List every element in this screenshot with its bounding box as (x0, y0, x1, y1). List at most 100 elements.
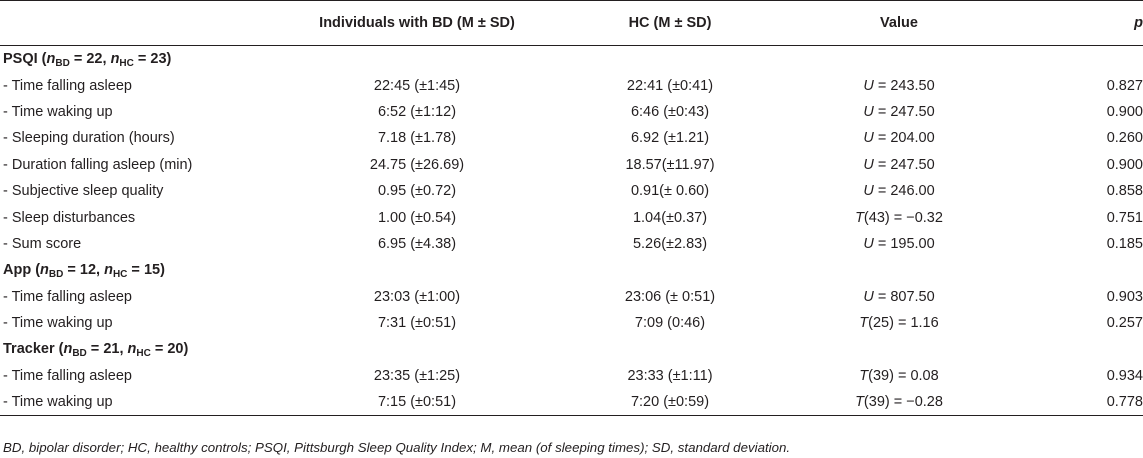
stat-symbol: T (859, 367, 869, 384)
cell-value: U = 247.50 (805, 152, 993, 178)
cell-hc: 6:46 (±0:43) (630, 103, 710, 120)
row-label: - Time falling asleep (3, 288, 132, 305)
n-sub-hc: HC (119, 58, 134, 70)
cell-bd: 23:35 (±1:25) (373, 367, 461, 384)
table-row: - Time waking up 6:52 (±1:12) 6:46 (±0:43)… (0, 99, 1143, 125)
sleep-comparison-table: Individuals with BD (M ± SD) HC (M ± SD)… (0, 0, 1143, 417)
n-label: n (46, 51, 56, 68)
n-bd-value: 12 (79, 262, 97, 279)
stat-value: = 243.50 (873, 77, 935, 94)
cell-bd: 24.75 (±26.69) (369, 156, 465, 173)
n-hc-value: 23 (150, 51, 167, 68)
table-row: - Time falling asleep 23:35 (±1:25) 23:33 … (0, 363, 1143, 389)
cell-hc: 7:09 (0:46) (634, 315, 706, 332)
cell-p: 0.257 (1106, 315, 1143, 332)
stat-value: = 247.50 (873, 103, 935, 120)
stat-value: (39) = 0.08 (868, 367, 939, 384)
cell-value: U = 204.00 (805, 125, 993, 151)
cell-p: 0.900 (1106, 156, 1143, 173)
table-row: - Subjective sleep quality 0.95 (±0.72) 0.… (0, 178, 1143, 204)
cell-value: U = 807.50 (805, 284, 993, 310)
n-label: n (63, 341, 73, 358)
cell-p: 0.778 (993, 389, 1143, 417)
stat-symbol: U (863, 130, 874, 147)
cell-bd: 6.95 (±4.38) (377, 235, 457, 252)
n-sub-hc: HC (136, 348, 151, 360)
stat-value: = 247.50 (873, 156, 935, 173)
stat-value: = 807.50 (873, 288, 935, 305)
row-label: - Sleeping duration (hours) (3, 130, 175, 147)
cell-hc: 1.04(±0.37) (632, 209, 708, 226)
stat-value: (39) = −0.28 (863, 394, 943, 411)
n-label: n (110, 51, 120, 68)
section-name: Tracker (3, 341, 55, 358)
stat-symbol: U (863, 77, 874, 94)
stat-symbol: U (863, 103, 874, 120)
stat-symbol: T (855, 209, 864, 226)
cell-bd: 0.95 (±0.72) (377, 183, 457, 200)
cell-bd: 7.18 (±1.78) (377, 130, 457, 147)
stat-symbol: T (859, 315, 869, 332)
row-label: - Duration falling asleep (min) (3, 156, 193, 173)
n-label: n (40, 262, 49, 279)
n-sub-hc: HC (112, 269, 128, 281)
cell-bd: 7:31 (±0:51) (377, 315, 457, 332)
header-bd: Individuals with BD (M ± SD) (299, 0, 535, 46)
cell-value: U = 195.00 (805, 231, 993, 257)
cell-bd: 23:03 (±1:00) (373, 288, 461, 305)
section-heading: PSQI (nBD = 22, nHC = 23) (3, 51, 172, 70)
cell-p: 0.185 (1106, 235, 1143, 252)
row-label: - Sum score (3, 235, 82, 252)
n-hc-value: 15 (143, 262, 161, 279)
header-value: Value (805, 0, 993, 46)
stat-value: = 246.00 (873, 183, 935, 200)
stat-symbol: U (863, 183, 874, 200)
cell-p: 0.903 (1106, 288, 1143, 305)
stat-value: = 195.00 (873, 235, 935, 252)
table-row: - Time falling asleep 23:03 (±1:00) 23:06 … (0, 284, 1143, 310)
stat-symbol: U (863, 288, 874, 305)
table-body: PSQI (nBD = 22, nHC = 23) - Time falling … (0, 46, 1143, 417)
cell-value: U = 247.50 (805, 99, 993, 125)
row-label: - Time falling asleep (3, 367, 132, 384)
stat-value: (43) = −0.32 (863, 209, 943, 226)
section-header-row: App (nBD = 12, nHC = 15) (0, 257, 1143, 283)
header-p: p (993, 0, 1143, 46)
cell-bd: 6:52 (±1:12) (377, 103, 457, 120)
cell-hc: 23:06 (± 0:51) (624, 288, 716, 305)
cell-hc: 7:20 (±0:59) (535, 389, 805, 417)
section-name: PSQI (3, 51, 38, 68)
n-sub-bd: BD (55, 58, 70, 70)
cell-bd: 1.00 (±0.54) (377, 209, 457, 226)
cell-p: 0.934 (1106, 367, 1143, 384)
cell-p: 0.858 (1106, 183, 1143, 200)
stat-value: (25) = 1.16 (868, 315, 939, 332)
table-row: - Time waking up 7:31 (±0:51) 7:09 (0:46) T… (0, 310, 1143, 336)
cell-value: T(39) = 0.08 (805, 363, 993, 389)
cell-hc: 6.92 (±1.21) (630, 130, 710, 147)
cell-hc: 0.91(± 0.60) (630, 183, 710, 200)
section-heading: App (nBD = 12, nHC = 15) (3, 262, 165, 281)
stat-symbol: U (863, 156, 874, 173)
header-hc: HC (M ± SD) (535, 0, 805, 46)
cell-bd: 22:45 (±1:45) (373, 77, 461, 94)
table-row: - Time falling asleep 22:45 (±1:45) 22:41 … (0, 72, 1143, 98)
cell-hc: 18.57(±11.97) (625, 156, 715, 173)
cell-hc: 23:33 (±1:11) (627, 367, 713, 384)
table-row: - Duration falling asleep (min) 24.75 (±2… (0, 152, 1143, 178)
cell-p: 0.260 (1106, 130, 1143, 147)
table-row: - Sleep disturbances 1.00 (±0.54) 1.04(±0.… (0, 204, 1143, 230)
cell-value: U = 243.50 (805, 72, 993, 98)
n-label: n (104, 262, 113, 279)
section-name: App (3, 262, 32, 279)
row-label: - Sleep disturbances (3, 209, 136, 226)
cell-hc: 5.26(±2.83) (632, 235, 708, 252)
cell-value: T(39) = −0.28 (805, 389, 993, 417)
stat-symbol: U (863, 235, 874, 252)
cell-value: U = 246.00 (805, 178, 993, 204)
stat-value: = 204.00 (873, 130, 935, 147)
section-heading: Tracker (nBD = 21, nHC = 20) (3, 341, 189, 360)
stat-symbol: T (855, 394, 864, 411)
table-row: - Time waking up 7:15 (±0:51) 7:20 (±0:59)… (0, 389, 1143, 417)
section-header-row: PSQI (nBD = 22, nHC = 23) (0, 46, 1143, 73)
